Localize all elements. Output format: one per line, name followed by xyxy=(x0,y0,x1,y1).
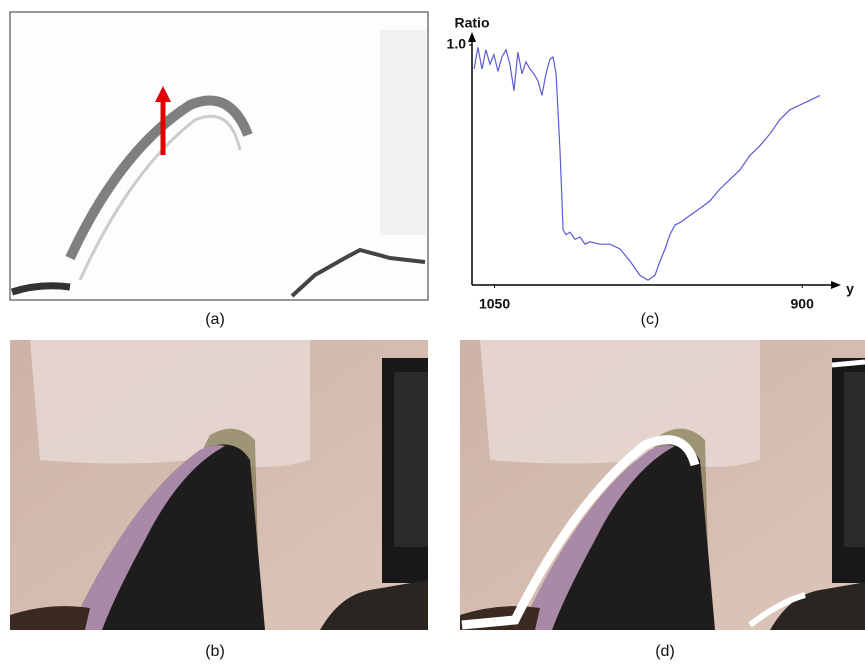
arrow-head xyxy=(155,86,171,102)
caption: (b) xyxy=(205,643,225,660)
edge xyxy=(78,114,242,281)
panel-d: (d) xyxy=(460,340,865,660)
y-tick-label: 1.0 xyxy=(447,36,467,52)
edge xyxy=(10,282,71,296)
x-axis-label: y xyxy=(846,281,854,297)
panel-b: (b) xyxy=(10,340,428,660)
caption: (a) xyxy=(205,311,225,328)
caption: (c) xyxy=(641,311,660,328)
caption: (d) xyxy=(655,643,675,660)
axis-arrow xyxy=(468,32,476,42)
data-line xyxy=(473,47,821,281)
x-tick-label: 1050 xyxy=(479,296,510,312)
y-axis-label: Ratio xyxy=(455,15,490,31)
edge xyxy=(290,247,426,298)
shadow-edge xyxy=(65,95,253,261)
photo xyxy=(460,340,865,630)
chart: Ratio y (c) 1050 900 1.0 xyxy=(447,15,855,329)
axis-arrow xyxy=(831,281,841,289)
panel-a: (a) xyxy=(9,11,429,328)
photo xyxy=(10,340,428,630)
monitor-ghost xyxy=(380,30,426,235)
x-tick-label: 900 xyxy=(791,296,815,312)
